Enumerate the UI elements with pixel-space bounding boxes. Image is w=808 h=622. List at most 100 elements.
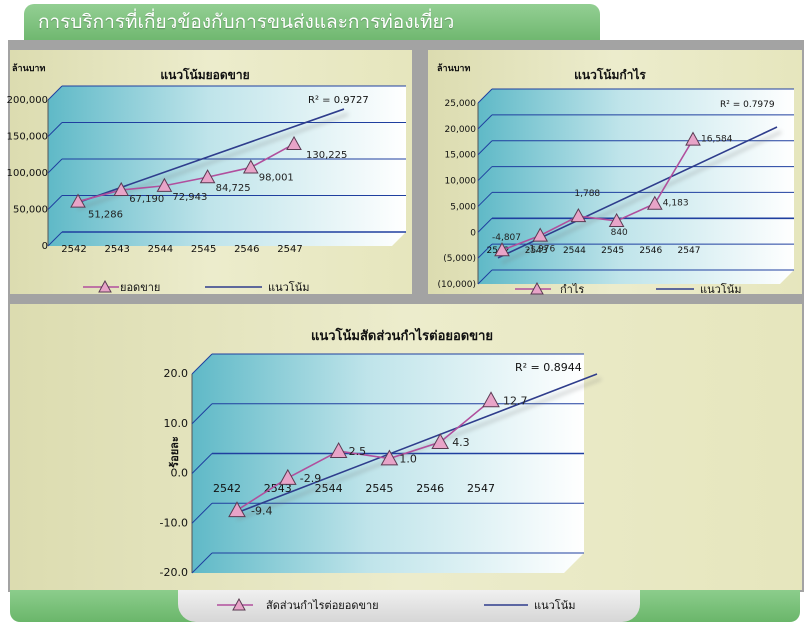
page-title: การบริการที่เกี่ยวข้องกับการขนส่งและการท… [38, 11, 455, 33]
data-point-profit [570, 208, 587, 223]
data-label-profit: 16,584 [701, 135, 733, 145]
data-label-ratio: 4.3 [452, 436, 470, 449]
grid-wall-profit [477, 192, 493, 207]
grid-wall-profit [477, 269, 493, 285]
grid-wall-profit [477, 140, 493, 156]
trend-shadow-profit [501, 131, 782, 264]
legend-marker-ratio [232, 597, 246, 611]
x-tick-label-profit: 2547 [678, 246, 701, 256]
data-label-sales: 130,225 [306, 150, 347, 161]
grid-wall-ratio [191, 403, 213, 425]
data-label-sales: 84,725 [216, 183, 251, 194]
legend-data-label-profit: กำไร [560, 283, 584, 296]
data-point-profit [532, 227, 549, 242]
y-tick-label-ratio: 0.0 [171, 467, 189, 480]
header-tab [24, 4, 600, 44]
x-tick-label-ratio: 2546 [416, 482, 444, 495]
grid-wall-profit [477, 88, 493, 104]
x-tick-label-sales: 2542 [61, 244, 86, 255]
data-point-ratio [431, 433, 450, 450]
y-tick-label-ratio: -10.0 [160, 516, 188, 529]
data-point-ratio [228, 501, 246, 518]
data-label-profit: 840 [611, 228, 628, 238]
y-tick-label-ratio: -20.0 [160, 566, 188, 579]
data-label-ratio: 1.0 [399, 453, 417, 466]
data-point-ratio [380, 449, 399, 466]
data-label-sales: 67,190 [129, 194, 164, 205]
y-tick-label-sales: 0 [42, 241, 48, 252]
grid-wall-ratio [191, 353, 213, 375]
ratio-legend-box [178, 590, 640, 622]
y-tick-label-sales: 100,000 [7, 168, 48, 179]
plot-area-profit [478, 89, 794, 284]
y-axis-label-sales: ล้านบาท [12, 63, 45, 74]
plot-area-sales [48, 86, 406, 246]
y-tick-label-profit: 25,000 [445, 99, 477, 109]
x-tick-label-profit: 2544 [563, 246, 586, 256]
data-point-sales [242, 159, 259, 174]
data-label-profit: 4,183 [663, 199, 689, 209]
y-tick-label-profit: 0 [470, 228, 476, 238]
trend-line-ratio [232, 373, 598, 515]
grid-wall-profit [477, 217, 493, 233]
y-axis-label-ratio: ร้อยละ [168, 436, 181, 468]
legend-data-label-ratio: สัดส่วนกำไรต่อยอดขาย [266, 599, 379, 612]
grid-wall-ratio [191, 502, 213, 524]
x-tick-label-sales: 2544 [148, 244, 173, 255]
chart-profit: 25,000 20,000 15,000 10,000 5,000 0 (5,000) (10… [437, 63, 794, 296]
data-point-sales [286, 135, 302, 151]
x-tick-label-ratio: 2545 [365, 482, 393, 495]
x-tick-label-ratio: 2543 [264, 482, 292, 495]
data-point-profit [685, 131, 701, 146]
legend-data-label-sales: ยอดขาย [120, 281, 160, 294]
x-tick-label-ratio: 2544 [315, 482, 343, 495]
data-point-profit [494, 242, 510, 257]
x-tick-label-profit: 2543 [525, 246, 548, 256]
legend-trend-label-ratio: แนวโน้ม [534, 598, 575, 612]
data-label-sales: 98,001 [259, 172, 294, 183]
legend-marker-sales [98, 279, 112, 293]
y-tick-label-profit: (5,000) [443, 254, 476, 264]
y-tick-label-profit: 15,000 [445, 151, 477, 161]
legend-trend-label-sales: แนวโน้ม [268, 280, 309, 294]
y-tick-label-profit: 10,000 [445, 177, 477, 187]
data-label-ratio: 12.7 [503, 394, 528, 407]
x-tick-label-profit: 2546 [639, 246, 662, 256]
x-tick-label-sales: 2543 [104, 244, 129, 255]
y-tick-label-ratio: 10.0 [164, 417, 189, 430]
data-label-profit: -4,807 [492, 233, 521, 243]
grid-wall-ratio [191, 552, 213, 574]
data-label-ratio: -2.9 [300, 472, 321, 485]
x-tick-label-sales: 2547 [277, 244, 302, 255]
data-label-profit: 1,788 [574, 189, 600, 199]
chart-title-sales: แนวโน้มยอดขาย [160, 67, 249, 82]
series-line-sales [77, 143, 295, 203]
y-tick-label-ratio: 20.0 [164, 367, 189, 380]
data-label-sales: 72,943 [172, 192, 207, 203]
grid-wall-sales [47, 158, 63, 174]
y-tick-label-profit: 20,000 [445, 125, 477, 135]
data-point-sales [199, 169, 216, 184]
data-label-ratio: 2.5 [349, 445, 367, 458]
series-line-ratio [236, 399, 492, 511]
grid-wall-sales [47, 85, 63, 101]
data-label-sales: 51,286 [88, 210, 123, 221]
grid-wall-sales [47, 122, 63, 137]
x-tick-label-ratio: 2547 [467, 482, 495, 495]
r-squared-label-sales: R² = 0.9727 [308, 95, 369, 106]
data-point-profit [646, 195, 663, 210]
grid-wall-ratio [191, 453, 213, 474]
x-tick-label-sales: 2546 [234, 244, 259, 255]
x-tick-label-ratio: 2542 [213, 482, 241, 495]
data-point-ratio [278, 468, 297, 485]
series-line-profit [501, 139, 694, 251]
data-point-sales [113, 181, 130, 197]
grid-wall-profit [477, 114, 493, 130]
y-tick-label-sales: 150,000 [7, 132, 48, 143]
y-axis-label-profit: ล้านบาท [437, 63, 470, 74]
legend-marker-profit [530, 281, 544, 295]
x-tick-label-profit: 2545 [601, 246, 624, 256]
